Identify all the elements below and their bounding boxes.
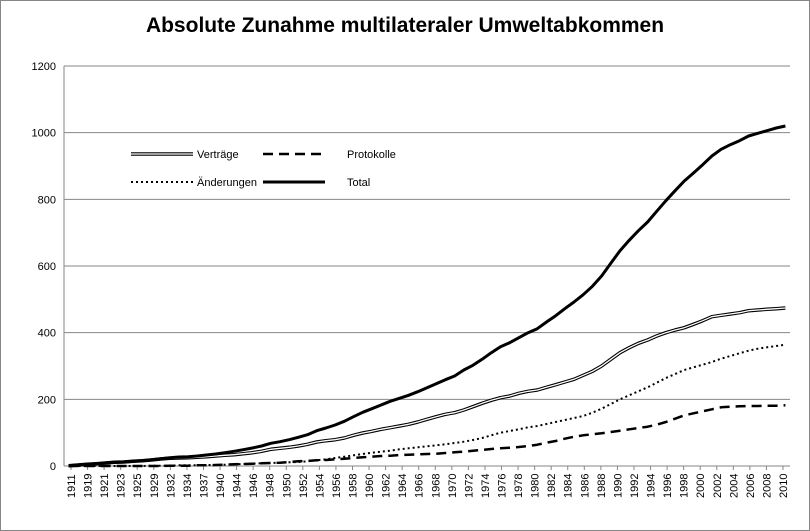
x-tick-label: 1923 [116, 474, 128, 498]
gridlines [64, 65, 790, 467]
legend-label: Änderungen [197, 177, 257, 189]
x-tick-label: 1921 [99, 474, 111, 498]
x-tick-label: 1972 [463, 474, 475, 498]
x-tick-label: 1962 [381, 474, 393, 498]
y-tick-label: 0 [50, 461, 56, 473]
x-tick-label: 2002 [712, 474, 724, 498]
y-tick-label: 200 [38, 394, 56, 406]
x-tick-label: 1932 [165, 474, 177, 498]
x-tick-label: 1960 [364, 474, 376, 498]
x-tick-label: 1952 [298, 474, 310, 498]
x-tick-label: 1948 [265, 474, 277, 498]
x-tick-label: 1998 [679, 474, 691, 498]
y-tick-label: 1200 [32, 61, 56, 73]
x-tick-label: 1934 [182, 474, 194, 498]
legend-label: Total [347, 177, 370, 189]
y-tick-label: 600 [38, 261, 56, 273]
y-tick-label: 400 [38, 328, 56, 340]
x-tick-label: 1937 [198, 474, 210, 498]
x-tick-label: 1982 [546, 474, 558, 498]
chart-title: Absolute Zunahme multilateraler Umweltab… [145, 14, 665, 37]
x-tick-label: 1966 [414, 474, 426, 498]
x-tick-label: 1986 [579, 474, 591, 498]
y-axis: 0 200 400 600 800 1000 1200 [32, 61, 65, 473]
x-tick-label: 1946 [248, 474, 260, 498]
x-tick-label: 1984 [563, 474, 575, 498]
x-tick-label: 1919 [83, 474, 95, 498]
series-line-1 [68, 404, 786, 468]
x-tick-label: 1958 [347, 474, 359, 498]
x-tick-label: 1976 [497, 474, 509, 498]
x-tick-label: 2000 [695, 474, 707, 498]
x-tick-label: 1996 [662, 474, 674, 498]
x-tick-label: 1964 [397, 474, 409, 498]
x-tick-label: 1929 [149, 474, 161, 498]
x-tick-label: 1954 [314, 474, 326, 498]
legend-label: Protokolle [347, 149, 396, 161]
x-tick-label: 1992 [629, 474, 641, 498]
y-tick-label: 1000 [32, 128, 56, 140]
x-tick-label: 2004 [728, 474, 740, 498]
series-line-2 [68, 343, 786, 467]
x-tick-label: 1968 [430, 474, 442, 498]
x-tick-label: 2008 [761, 474, 773, 498]
x-tick-label: 1978 [513, 474, 525, 498]
x-tick-label: 1990 [612, 474, 624, 498]
x-tick-label: 1925 [132, 474, 144, 498]
legend: Verträge Protokolle Änderungen Total [131, 149, 396, 189]
y-tick-label: 800 [38, 194, 56, 206]
x-tick-label: 1974 [480, 474, 492, 498]
x-axis: 1911 1919 1921 1923 1925 1929 1932 1934 1937 1940… [64, 465, 790, 498]
x-tick-label: 2006 [745, 474, 757, 498]
x-tick-label: 2010 [778, 474, 790, 498]
legend-label: Verträge [197, 149, 239, 161]
x-tick-label: 1980 [530, 474, 542, 498]
x-tick-label: 1944 [232, 474, 244, 498]
series-line-3 [68, 124, 786, 468]
x-tick-label: 1956 [331, 474, 343, 498]
x-tick-label: 1911 [66, 474, 78, 498]
x-tick-label: 1970 [447, 474, 459, 498]
x-tick-label: 1940 [215, 474, 227, 498]
x-tick-label: 1994 [646, 474, 658, 498]
series-lines [68, 124, 786, 468]
x-tick-label: 1950 [281, 474, 293, 498]
x-tick-label: 1988 [596, 474, 608, 498]
